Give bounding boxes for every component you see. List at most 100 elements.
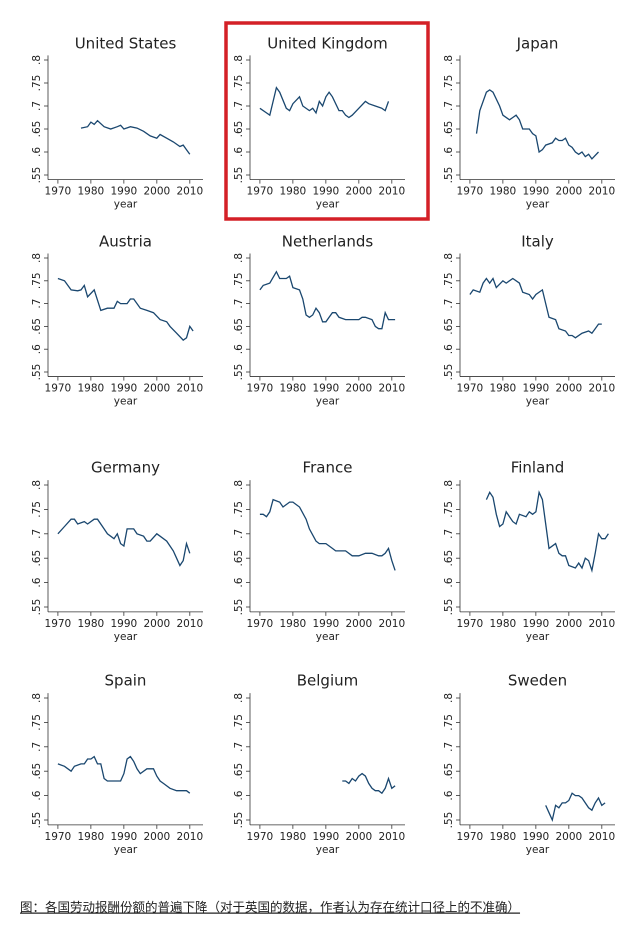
y-tick-label: .8	[31, 253, 43, 263]
y-tick-label: .6	[31, 147, 43, 157]
x-tick-label: 1990	[522, 618, 549, 630]
data-line	[80, 119, 191, 155]
x-tick-label: 2010	[378, 186, 405, 198]
panel-title: Sweden	[508, 672, 567, 690]
data-line	[57, 277, 194, 341]
x-axis-label: year	[114, 631, 138, 643]
x-axis-label: year	[316, 396, 340, 408]
y-tick-label: .6	[443, 147, 455, 157]
y-tick-label: .75	[443, 75, 455, 92]
y-tick-label: .7	[233, 299, 245, 309]
x-tick-label: 2000	[345, 831, 372, 843]
y-tick-label: .55	[31, 812, 43, 829]
x-tick-label: 2000	[143, 383, 170, 395]
y-tick-label: .7	[31, 529, 43, 539]
y-tick-label: .55	[233, 167, 245, 184]
x-tick-label: 1970	[247, 186, 274, 198]
panel-title: Netherlands	[282, 233, 374, 251]
y-tick-label: .8	[31, 693, 43, 703]
y-tick-label: .65	[31, 121, 43, 138]
data-line	[469, 277, 602, 339]
x-tick-label: 2000	[345, 383, 372, 395]
y-tick-label: .8	[233, 55, 245, 65]
y-tick-label: .6	[443, 577, 455, 587]
x-tick-label: 2010	[176, 383, 203, 395]
y-tick-label: .7	[233, 101, 245, 111]
y-tick-label: .55	[31, 364, 43, 381]
x-tick-label: 1970	[247, 618, 274, 630]
y-tick-label: .65	[443, 318, 455, 335]
data-line	[342, 772, 396, 795]
y-tick-label: .65	[31, 763, 43, 780]
x-tick-label: 1990	[312, 831, 339, 843]
y-tick-label: .7	[443, 742, 455, 752]
y-tick-label: .6	[443, 344, 455, 354]
x-axis-label: year	[316, 199, 340, 211]
y-tick-label: .8	[443, 55, 455, 65]
x-tick-label: 2010	[588, 618, 615, 630]
x-tick-label: 2010	[176, 186, 203, 198]
y-tick-label: .65	[233, 318, 245, 335]
y-tick-label: .8	[443, 253, 455, 263]
x-tick-label: 2000	[555, 618, 582, 630]
x-axis-label: year	[316, 844, 340, 856]
y-tick-label: .6	[233, 790, 245, 800]
x-tick-label: 1970	[457, 186, 484, 198]
y-tick-label: .65	[31, 318, 43, 335]
data-line	[259, 86, 390, 119]
x-tick-label: 2010	[588, 383, 615, 395]
x-tick-label: 1980	[78, 383, 105, 395]
y-tick-label: .6	[233, 344, 245, 354]
y-tick-label: .7	[233, 742, 245, 752]
y-tick-label: .8	[31, 55, 43, 65]
y-tick-label: .75	[31, 714, 43, 731]
caption: 图：各国劳动报酬份额的普遍下降（对于英国的数据，作者认为存在统计口径上的不准确）	[20, 900, 520, 915]
x-tick-label: 2010	[378, 618, 405, 630]
y-tick-label: .65	[31, 550, 43, 567]
y-tick-label: .55	[31, 167, 43, 184]
y-tick-label: .55	[233, 599, 245, 616]
data-line	[57, 755, 191, 794]
panel-title: Belgium	[297, 672, 359, 690]
panel-title: Japan	[516, 35, 559, 53]
x-tick-label: 1990	[522, 383, 549, 395]
y-tick-label: .7	[443, 299, 455, 309]
x-tick-label: 1970	[457, 618, 484, 630]
x-tick-label: 1980	[280, 831, 307, 843]
x-tick-label: 1990	[110, 383, 137, 395]
x-tick-label: 1990	[312, 383, 339, 395]
x-axis-label: year	[526, 396, 550, 408]
x-tick-label: 1990	[312, 618, 339, 630]
y-tick-label: .75	[31, 501, 43, 518]
x-tick-label: 2000	[555, 831, 582, 843]
y-tick-label: .55	[233, 812, 245, 829]
x-axis-label: year	[114, 396, 138, 408]
data-line	[259, 270, 396, 330]
y-tick-label: .55	[443, 167, 455, 184]
y-tick-label: .65	[443, 121, 455, 138]
y-tick-label: .8	[31, 480, 43, 490]
y-tick-label: .55	[443, 812, 455, 829]
y-tick-label: .65	[443, 763, 455, 780]
x-axis-label: year	[114, 844, 138, 856]
panel-title: Austria	[99, 233, 152, 251]
data-line	[259, 498, 396, 571]
data-line	[485, 490, 609, 573]
y-tick-label: .55	[31, 599, 43, 616]
x-axis-label: year	[526, 844, 550, 856]
panel-title: Finland	[511, 459, 565, 477]
data-line	[57, 518, 191, 567]
x-tick-label: 2000	[555, 186, 582, 198]
x-tick-label: 1990	[522, 186, 549, 198]
x-tick-label: 1970	[247, 383, 274, 395]
y-tick-label: .75	[443, 501, 455, 518]
x-tick-label: 2010	[378, 383, 405, 395]
panel-title: Germany	[91, 459, 160, 477]
x-tick-label: 1980	[78, 186, 105, 198]
x-tick-label: 1970	[45, 618, 72, 630]
y-tick-label: .75	[31, 272, 43, 289]
y-tick-label: .8	[443, 693, 455, 703]
y-tick-label: .7	[31, 742, 43, 752]
panel-title: Italy	[521, 233, 554, 251]
